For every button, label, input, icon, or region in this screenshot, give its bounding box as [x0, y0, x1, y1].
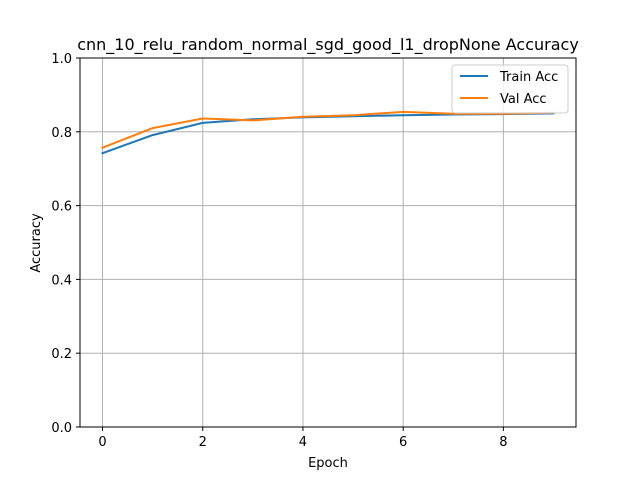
x-tick-label: 4: [299, 435, 307, 450]
x-axis-label: Epoch: [308, 456, 348, 471]
x-tick-label: 2: [199, 435, 207, 450]
plot-frame: [79, 57, 577, 428]
y-tick-label: 0.4: [51, 273, 72, 288]
legend: Train Acc Val Acc: [451, 64, 569, 114]
y-tick-label: 1.0: [51, 52, 72, 67]
y-tick-label: 0.2: [51, 347, 72, 362]
axis-ticks: 0 2 4 6 8 0.0 0.2 0.4 0.6 0.8 1.0: [51, 52, 507, 450]
chart-title: cnn_10_relu_random_normal_sgd_good_l1_dr…: [77, 35, 579, 55]
y-tick-label: 0.6: [51, 200, 72, 215]
series-lines: [101, 110, 555, 155]
y-tick-label: 0.8: [51, 126, 72, 141]
y-tick-label: 0.0: [51, 421, 72, 436]
x-tick-label: 0: [98, 435, 106, 450]
x-tick-label: 6: [399, 435, 407, 450]
x-tick-label: 8: [499, 435, 507, 450]
legend-label: Train Acc: [499, 70, 558, 85]
y-axis-label: Accuracy: [29, 213, 44, 273]
legend-label: Val Acc: [500, 92, 547, 107]
series-line-val-acc: [101, 110, 555, 149]
